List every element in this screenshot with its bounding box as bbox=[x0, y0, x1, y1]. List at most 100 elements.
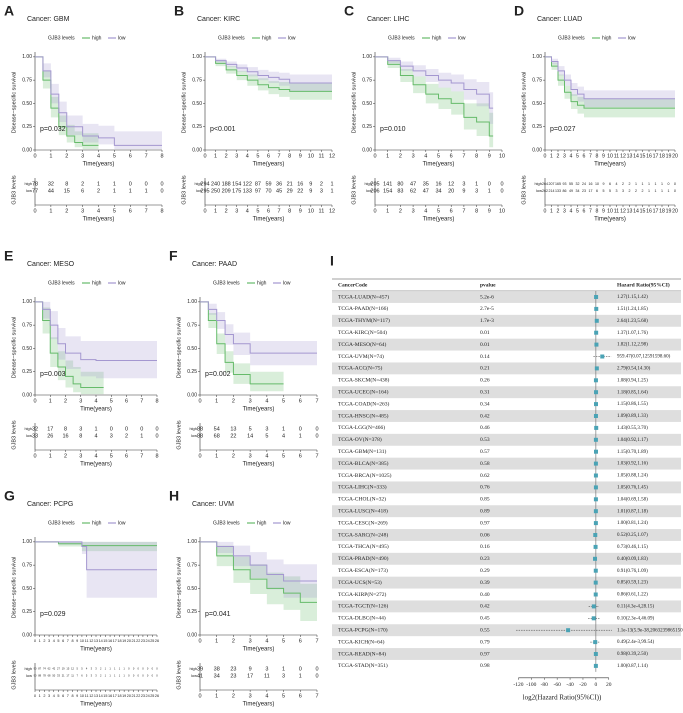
table-cell: 0.79 bbox=[480, 639, 490, 645]
risk-x-tick-label: 1 bbox=[39, 694, 41, 698]
y-tick-label: 1.00 bbox=[362, 54, 372, 60]
table-cell: 1.00(0.81,1.24) bbox=[617, 521, 648, 526]
risk-x-axis-label: Time(years) bbox=[83, 217, 115, 223]
risk-x-tick-label: 25 bbox=[150, 694, 154, 698]
y-tick-label: 0.00 bbox=[187, 392, 197, 398]
risk-count: 1 bbox=[105, 667, 107, 671]
risk-x-tick-label: 17 bbox=[113, 694, 117, 698]
column-header: Hazard Ratio(95%CI) bbox=[617, 281, 670, 288]
y-tick-label: 0.75 bbox=[192, 77, 202, 83]
x-tick-label: 6 bbox=[129, 153, 132, 159]
risk-count: 87 bbox=[38, 667, 41, 671]
table-cell: 1.05(0.76,1.45) bbox=[617, 486, 648, 491]
p-value: p=0.032 bbox=[40, 126, 66, 133]
table-cell: TCGA-HNSC(N=485) bbox=[338, 412, 389, 419]
risk-count: 122 bbox=[243, 181, 252, 187]
p-value: p=0.002 bbox=[205, 371, 231, 378]
panel-label: E bbox=[4, 248, 13, 264]
risk-count: 1 bbox=[113, 181, 116, 187]
risk-x-tick-label: 0 bbox=[198, 453, 201, 459]
table-cell: 0.39 bbox=[480, 580, 490, 586]
table-cell: 0.42 bbox=[480, 413, 490, 419]
risk-count: 8 bbox=[64, 426, 67, 432]
risk-count: 3 bbox=[91, 674, 93, 678]
y-tick-label: 0.75 bbox=[532, 77, 542, 83]
row-stripe bbox=[332, 386, 681, 399]
y-tick-label: 0.75 bbox=[22, 562, 32, 568]
risk-count: 1 bbox=[648, 189, 650, 193]
table-cell: TCGA-THYM(N=117) bbox=[338, 317, 390, 324]
hr-point bbox=[591, 604, 596, 609]
risk-count: 3 bbox=[95, 667, 97, 671]
table-cell: 0.55 bbox=[480, 627, 490, 633]
y-tick-label: 0.25 bbox=[22, 369, 32, 375]
x-tick-label: 1 bbox=[386, 153, 389, 159]
x-tick-label: 3 bbox=[81, 153, 84, 159]
x-tick-label: 2 bbox=[557, 153, 560, 159]
y-tick-label: 0.00 bbox=[362, 147, 372, 153]
risk-x-tick-label: 7 bbox=[140, 453, 143, 459]
km-panel: E Cancer: MESO GJB3 levels high low 0.00 0.25 0… bbox=[4, 248, 159, 468]
legend-title: GJB3 levels bbox=[48, 35, 75, 41]
x-tick-label: 0 bbox=[544, 153, 547, 159]
risk-x-tick-label: 4 bbox=[53, 694, 55, 698]
hr-point bbox=[593, 414, 598, 418]
x-tick-label: 17 bbox=[653, 153, 659, 159]
risk-count: 1 bbox=[330, 181, 333, 187]
x-tick-label: 6 bbox=[62, 639, 64, 643]
risk-count: 78 bbox=[43, 674, 46, 678]
risk-x-tick-label: 4 bbox=[265, 693, 268, 699]
x-tick-label: 13 bbox=[627, 153, 633, 159]
risk-count: 17 bbox=[66, 674, 69, 678]
risk-x-tick-label: 0 bbox=[33, 208, 36, 214]
risk-row-label: high bbox=[189, 666, 197, 671]
hr-point bbox=[591, 616, 596, 621]
y-axis-label: Disease−specific survival bbox=[176, 317, 182, 379]
row-stripe bbox=[332, 410, 681, 422]
risk-x-tick-label: 3 bbox=[249, 453, 252, 459]
risk-x-tick-label: 4 bbox=[424, 208, 427, 214]
hr-point bbox=[594, 306, 599, 311]
risk-x-axis-label: Time(years) bbox=[243, 462, 275, 468]
risk-count: 1 bbox=[94, 426, 97, 432]
hr-point bbox=[593, 461, 598, 466]
risk-count: 1 bbox=[655, 182, 657, 186]
risk-count: 1 bbox=[668, 189, 670, 193]
risk-count: 2 bbox=[629, 189, 631, 193]
risk-count: 1 bbox=[123, 667, 125, 671]
table-cell: 0.26 bbox=[480, 378, 490, 384]
risk-x-tick-label: 7 bbox=[278, 208, 281, 214]
risk-count: 1 bbox=[113, 188, 116, 194]
x-tick-label: 9 bbox=[602, 153, 605, 159]
chart-title: Cancer: UVM bbox=[192, 501, 234, 508]
x-tick-label: 5 bbox=[57, 639, 59, 643]
risk-count: 36 bbox=[276, 181, 282, 187]
table-cell: TCGA-TGCT(N=126) bbox=[338, 603, 388, 610]
table-cell: 0.53 bbox=[480, 437, 490, 443]
risk-count: 3 bbox=[110, 433, 113, 439]
table-cell: TCGA-ACC(N=75) bbox=[338, 365, 383, 372]
x-tick-label: 1 bbox=[214, 153, 217, 159]
risk-count: 0 bbox=[315, 426, 318, 432]
x-tick-label: 8 bbox=[596, 153, 599, 159]
panel-label: I bbox=[330, 253, 334, 269]
risk-table-title: GJB3 levels bbox=[176, 660, 182, 690]
x-tick-label: 11 bbox=[319, 153, 325, 159]
x-tick-label: 4 bbox=[97, 153, 100, 159]
table-cell: TCGA-GBM(N=131) bbox=[338, 448, 386, 455]
y-tick-label: 0.50 bbox=[22, 346, 32, 352]
table-cell: TCGA-LGG(N=466) bbox=[338, 424, 385, 431]
risk-x-tick-label: 19 bbox=[122, 694, 126, 698]
risk-x-tick-label: 12 bbox=[329, 208, 335, 214]
row-stripe bbox=[332, 338, 681, 351]
hr-point bbox=[566, 628, 571, 633]
x-tick-label: 2 bbox=[399, 153, 402, 159]
risk-count: 1 bbox=[661, 182, 663, 186]
table-cell: 1.43(0.55,3.70) bbox=[617, 426, 648, 431]
risk-x-tick-label: 5 bbox=[437, 208, 440, 214]
table-cell: 1.18(0.85,1.64) bbox=[617, 390, 648, 395]
risk-x-tick-label: 17 bbox=[653, 208, 659, 214]
x-tick-label: 26 bbox=[155, 639, 159, 643]
risk-count: 0 bbox=[156, 667, 158, 671]
risk-x-tick-label: 12 bbox=[620, 208, 626, 214]
